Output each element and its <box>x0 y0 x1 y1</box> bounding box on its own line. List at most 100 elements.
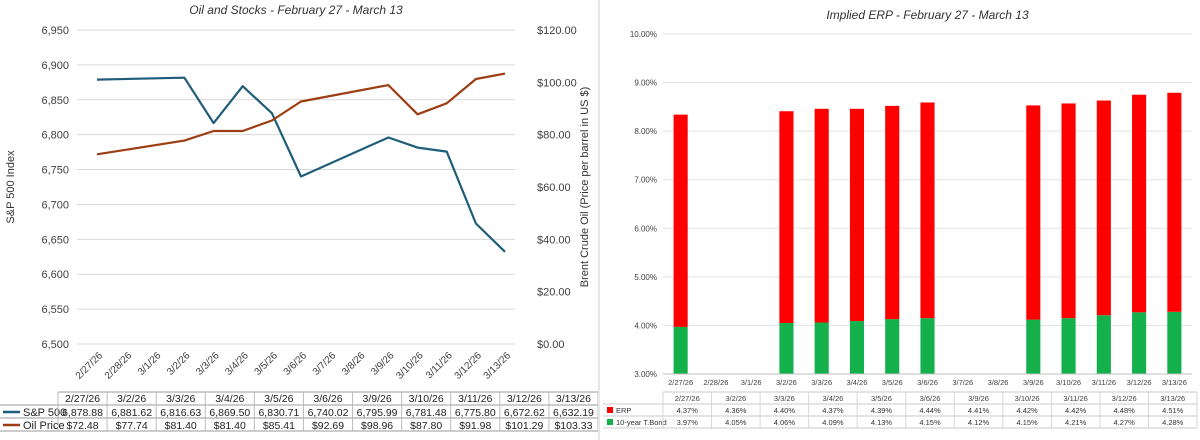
y2-tick-label: $60.00 <box>537 182 571 194</box>
table-date-header: 3/5/26 <box>871 394 892 403</box>
y2-tick-label: $0.00 <box>537 339 565 351</box>
y2-axis-label: Brent Crude Oil (Price per barrel in US … <box>579 87 591 288</box>
legend-swatch <box>607 407 613 413</box>
y-tick-label: 6,700 <box>41 199 69 211</box>
table-date-header: 3/2/26 <box>725 394 746 403</box>
x-tick-label: 3/2/26 <box>165 350 193 378</box>
bond-bar <box>1132 312 1147 374</box>
table-date-header: 3/11/26 <box>1063 394 1087 403</box>
legend-label: Oil Price <box>23 420 65 432</box>
table-cell: 4.37% <box>822 406 844 415</box>
x-tick-label: 2/28/26 <box>703 378 728 387</box>
bond-bar <box>1026 319 1041 374</box>
y-axis-label: S&P 500 Index <box>5 150 17 224</box>
table-cell: 4.15% <box>919 418 941 427</box>
x-tick-label: 3/4/26 <box>847 378 868 387</box>
y-tick-label: 3.00% <box>634 370 657 379</box>
y-tick-label: 6,600 <box>41 269 69 281</box>
erp-bar <box>1061 103 1076 319</box>
table-date-header: 3/9/26 <box>362 393 391 405</box>
table-date-header: 3/9/26 <box>968 394 989 403</box>
implied-erp-chart: Implied ERP - February 27 - March 13 3.00… <box>603 8 1198 429</box>
x-tick-label: 3/13/26 <box>1162 378 1187 387</box>
oil-price-line <box>96 72 506 156</box>
x-tick-label: 3/4/26 <box>223 350 251 378</box>
x-tick-label: 2/28/26 <box>103 350 135 382</box>
table-cell: $72.48 <box>66 420 98 432</box>
x-tick-label: 3/2/26 <box>776 378 797 387</box>
table-cell: 4.51% <box>1162 406 1184 415</box>
x-tick-label: 3/3/26 <box>194 350 222 378</box>
erp-bar <box>779 111 794 323</box>
table-cell: 4.36% <box>725 406 747 415</box>
table-date-header: 3/11/26 <box>458 393 492 405</box>
table-cell: 4.27% <box>1114 418 1136 427</box>
table-cell: 4.05% <box>725 418 747 427</box>
y-tick-label: 6,950 <box>41 25 69 37</box>
table-cell: 6,795.99 <box>357 407 398 419</box>
x-tick-label: 3/11/26 <box>424 350 455 381</box>
erp-bar <box>1167 92 1182 312</box>
table-cell: $103.33 <box>554 420 592 432</box>
table-cell: 4.42% <box>1016 406 1038 415</box>
table-cell: $92.69 <box>312 420 344 432</box>
table-date-header: 3/4/26 <box>215 393 244 405</box>
y-tick-label: 6,850 <box>41 95 69 107</box>
table-cell: 4.06% <box>774 418 796 427</box>
y-tick-label: 6,900 <box>41 60 69 72</box>
table-cell: 6,781.48 <box>406 407 447 419</box>
x-tick-label: 3/5/26 <box>882 378 903 387</box>
x-tick-label: 3/12/26 <box>1127 378 1152 387</box>
table-cell: 4.37% <box>677 406 699 415</box>
bond-bar <box>814 322 829 374</box>
y2-tick-label: $100.00 <box>537 77 577 89</box>
x-tick-label: 3/5/26 <box>253 350 281 378</box>
x-tick-label: 3/7/26 <box>952 378 973 387</box>
table-cell: 4.12% <box>968 418 990 427</box>
y-tick-label: 9.00% <box>634 79 657 88</box>
y2-tick-label: $20.00 <box>537 287 571 299</box>
legend-label: S&P 500 <box>23 407 66 419</box>
x-tick-label: 2/27/26 <box>74 350 106 382</box>
table-date-header: 3/13/26 <box>1160 394 1185 403</box>
table-cell: 6,632.19 <box>553 407 594 419</box>
bond-bar <box>673 326 688 374</box>
y-tick-label: 6.00% <box>634 224 657 233</box>
y-tick-label: 8.00% <box>634 127 657 136</box>
erp-bar <box>1096 100 1111 316</box>
erp-bar <box>814 108 829 323</box>
erp-bar <box>1026 105 1041 320</box>
y2-tick-label: $40.00 <box>537 234 571 246</box>
sp500-line <box>96 76 506 253</box>
x-tick-label: 3/1/26 <box>741 378 762 387</box>
x-tick-label: 3/8/26 <box>988 378 1009 387</box>
table-cell: $77.74 <box>116 420 148 432</box>
table-cell: 4.09% <box>822 418 844 427</box>
x-tick-label: 3/1/26 <box>136 350 164 378</box>
legend-swatch <box>607 419 613 425</box>
y-tick-label: 6,800 <box>41 130 69 142</box>
y-tick-label: 6,550 <box>41 304 69 316</box>
panel-divider <box>598 0 600 440</box>
table-cell: 6,672.62 <box>504 407 545 419</box>
table-cell: 4.28% <box>1162 418 1184 427</box>
erp-bar <box>1132 94 1147 313</box>
bond-bar <box>849 321 865 374</box>
table-date-header: 2/27/26 <box>675 394 700 403</box>
table-date-header: 3/6/26 <box>313 393 342 405</box>
table-cell: $85.41 <box>263 420 295 432</box>
table-cell: 4.40% <box>774 406 796 415</box>
x-tick-label: 3/13/26 <box>482 350 514 382</box>
table-cell: 4.48% <box>1114 406 1136 415</box>
table-cell: $87.80 <box>410 420 442 432</box>
table-cell: 4.21% <box>1065 418 1087 427</box>
table-cell: 6,740.02 <box>308 407 349 419</box>
table-date-header: 3/12/26 <box>507 393 542 405</box>
x-tick-label: 3/9/26 <box>369 350 397 378</box>
table-cell: $81.40 <box>165 420 197 432</box>
table-date-header: 3/6/26 <box>920 394 941 403</box>
x-tick-label: 3/8/26 <box>340 350 368 378</box>
table-date-header: 3/2/26 <box>117 393 146 405</box>
x-tick-label: 3/7/26 <box>311 350 339 378</box>
erp-bar <box>849 108 865 322</box>
